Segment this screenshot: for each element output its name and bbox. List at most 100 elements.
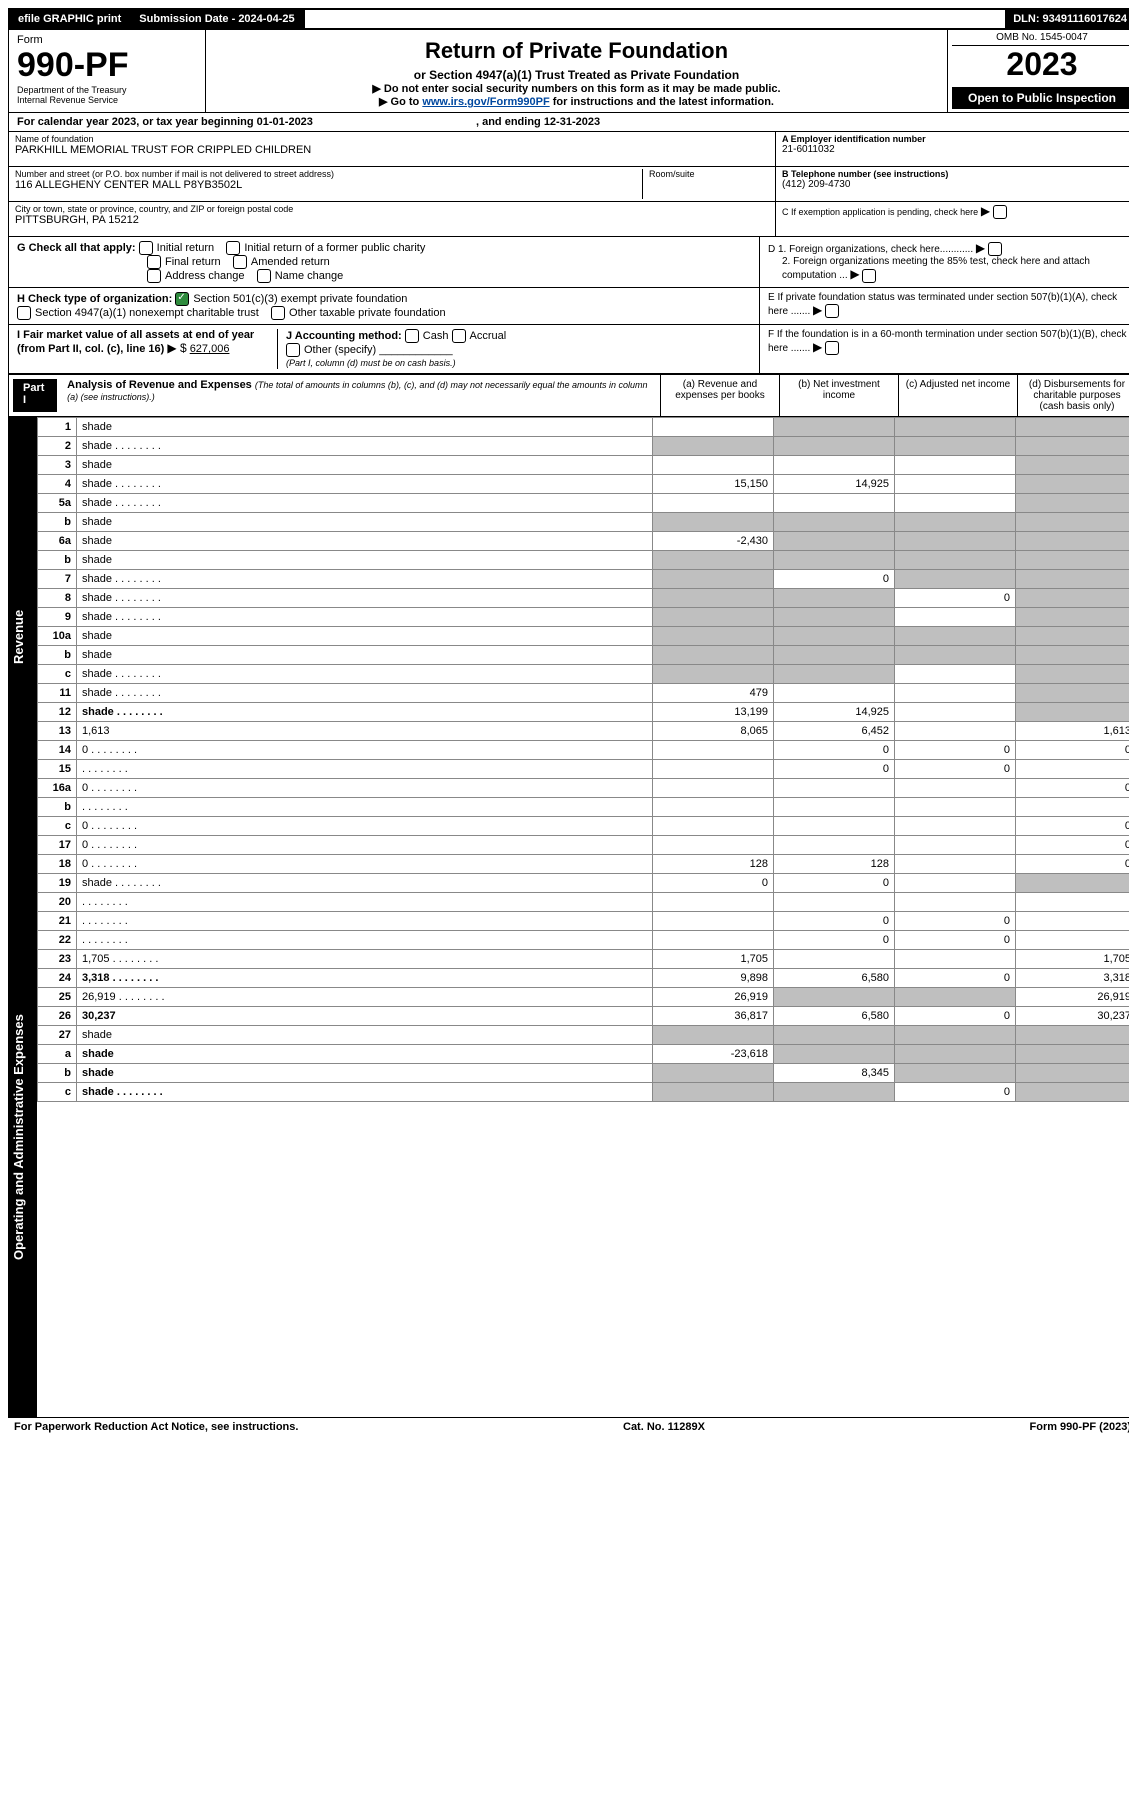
- note-link: ▶ Go to www.irs.gov/Form990PF for instru…: [214, 95, 939, 108]
- city-cell: City or town, state or province, country…: [9, 202, 775, 236]
- e-checkbox[interactable]: [825, 304, 839, 318]
- amount-cell-c: [895, 551, 1016, 570]
- line-number: c: [38, 817, 77, 836]
- amount-cell-a: [653, 912, 774, 931]
- line-number: 26: [38, 1007, 77, 1026]
- j-other-checkbox[interactable]: [286, 343, 300, 357]
- g-opt-3: Amended return: [251, 256, 330, 268]
- d1-checkbox[interactable]: [988, 242, 1002, 256]
- amount-cell-b: 0: [774, 912, 895, 931]
- j-accrual-checkbox[interactable]: [452, 329, 466, 343]
- amount-cell-d: [1016, 931, 1129, 950]
- line-number: 17: [38, 836, 77, 855]
- col-d-header: (d) Disbursements for charitable purpose…: [1017, 375, 1129, 416]
- note2-post: for instructions and the latest informat…: [553, 96, 774, 108]
- line-desc: shade: [77, 532, 653, 551]
- table-row: 4shade . . . . . . . .15,15014,925: [38, 475, 1129, 494]
- amount-cell-b: [774, 551, 895, 570]
- g-opt-5: Name change: [275, 270, 344, 282]
- f-checkbox[interactable]: [825, 341, 839, 355]
- page-footer: For Paperwork Reduction Act Notice, see …: [8, 1417, 1129, 1436]
- g-label: G Check all that apply:: [17, 242, 136, 254]
- g-name-checkbox[interactable]: [257, 269, 271, 283]
- amount-cell-d: [1016, 513, 1129, 532]
- ein-value: 21-6011032: [782, 144, 1129, 155]
- amount-cell-c: [895, 627, 1016, 646]
- street-address: 116 ALLEGHENY CENTER MALL P8YB3502L: [15, 179, 642, 191]
- amount-cell-c: [895, 950, 1016, 969]
- amount-cell-d: [1016, 703, 1129, 722]
- d2-checkbox[interactable]: [862, 269, 876, 283]
- line-number: 24: [38, 969, 77, 988]
- amount-cell-d: [1016, 1083, 1129, 1102]
- g-address-checkbox[interactable]: [147, 269, 161, 283]
- amount-cell-a: [653, 418, 774, 437]
- table-row: 27shade: [38, 1026, 1129, 1045]
- j-cash-checkbox[interactable]: [405, 329, 419, 343]
- line-desc: shade . . . . . . . .: [77, 570, 653, 589]
- table-row: 7shade . . . . . . . .0: [38, 570, 1129, 589]
- line-number: 14: [38, 741, 77, 760]
- amount-cell-c: [895, 1026, 1016, 1045]
- dln-label: DLN: 93491116017624: [1005, 10, 1129, 28]
- arrow-icon: ▶: [813, 340, 822, 354]
- addr-label: Number and street (or P.O. box number if…: [15, 169, 642, 179]
- amount-cell-d: [1016, 551, 1129, 570]
- line-desc: shade . . . . . . . .: [77, 589, 653, 608]
- name-label: Name of foundation: [15, 134, 769, 144]
- dept-label: Department of the Treasury: [17, 85, 197, 95]
- line-number: 27: [38, 1026, 77, 1045]
- amount-cell-a: 15,150: [653, 475, 774, 494]
- amount-cell-d: [1016, 475, 1129, 494]
- line-desc: shade: [77, 1026, 653, 1045]
- g-initial-return-checkbox[interactable]: [139, 241, 153, 255]
- part1-table: 1shade2shade . . . . . . . .3shade4shade…: [37, 417, 1129, 1102]
- amount-cell-c: [895, 570, 1016, 589]
- amount-cell-a: [653, 627, 774, 646]
- g-amended-checkbox[interactable]: [233, 255, 247, 269]
- amount-cell-a: [653, 893, 774, 912]
- line-desc: shade . . . . . . . .: [77, 874, 653, 893]
- h-4947-checkbox[interactable]: [17, 306, 31, 320]
- h-e-section: H Check type of organization: Section 50…: [8, 288, 1129, 325]
- line-desc: . . . . . . . .: [77, 931, 653, 950]
- j-block: J Accounting method: Cash Accrual Other …: [277, 329, 751, 369]
- opex-side-label: Operating and Administrative Expenses: [9, 857, 37, 1417]
- table-row: 1shade: [38, 418, 1129, 437]
- g-final-checkbox[interactable]: [147, 255, 161, 269]
- h-501c3-checkbox[interactable]: [175, 292, 189, 306]
- amount-cell-a: [653, 779, 774, 798]
- line-desc: . . . . . . . .: [77, 893, 653, 912]
- amount-cell-c: 0: [895, 912, 1016, 931]
- table-row: 2526,919 . . . . . . . .26,91926,919: [38, 988, 1129, 1007]
- amount-cell-b: [774, 1045, 895, 1064]
- amount-cell-d: [1016, 456, 1129, 475]
- amount-cell-a: [653, 836, 774, 855]
- part1-title: Analysis of Revenue and Expenses: [67, 379, 252, 391]
- amount-cell-a: 13,199: [653, 703, 774, 722]
- part1-header-row: Part I Analysis of Revenue and Expenses …: [8, 374, 1129, 417]
- g-opt-4: Address change: [165, 270, 245, 282]
- amount-cell-d: [1016, 684, 1129, 703]
- g-initial-public-checkbox[interactable]: [226, 241, 240, 255]
- table-row: bshade: [38, 513, 1129, 532]
- amount-cell-d: [1016, 589, 1129, 608]
- h-label: H Check type of organization:: [17, 293, 172, 305]
- amount-cell-d: 3,318: [1016, 969, 1129, 988]
- c-checkbox[interactable]: [993, 205, 1007, 219]
- amount-cell-a: 1,705: [653, 950, 774, 969]
- line-desc: 0 . . . . . . . .: [77, 836, 653, 855]
- amount-cell-b: [774, 418, 895, 437]
- line-number: 4: [38, 475, 77, 494]
- amount-cell-a: [653, 1064, 774, 1083]
- table-row: cshade . . . . . . . .0: [38, 1083, 1129, 1102]
- table-row: 170 . . . . . . . .0: [38, 836, 1129, 855]
- h-other-taxable-checkbox[interactable]: [271, 306, 285, 320]
- amount-cell-a: [653, 589, 774, 608]
- table-row: 3shade: [38, 456, 1129, 475]
- c-label: C If exemption application is pending, c…: [782, 207, 978, 217]
- instructions-link[interactable]: www.irs.gov/Form990PF: [422, 96, 549, 108]
- amount-cell-c: [895, 1064, 1016, 1083]
- amount-cell-d: [1016, 532, 1129, 551]
- table-row: 243,318 . . . . . . . .9,8986,58003,318: [38, 969, 1129, 988]
